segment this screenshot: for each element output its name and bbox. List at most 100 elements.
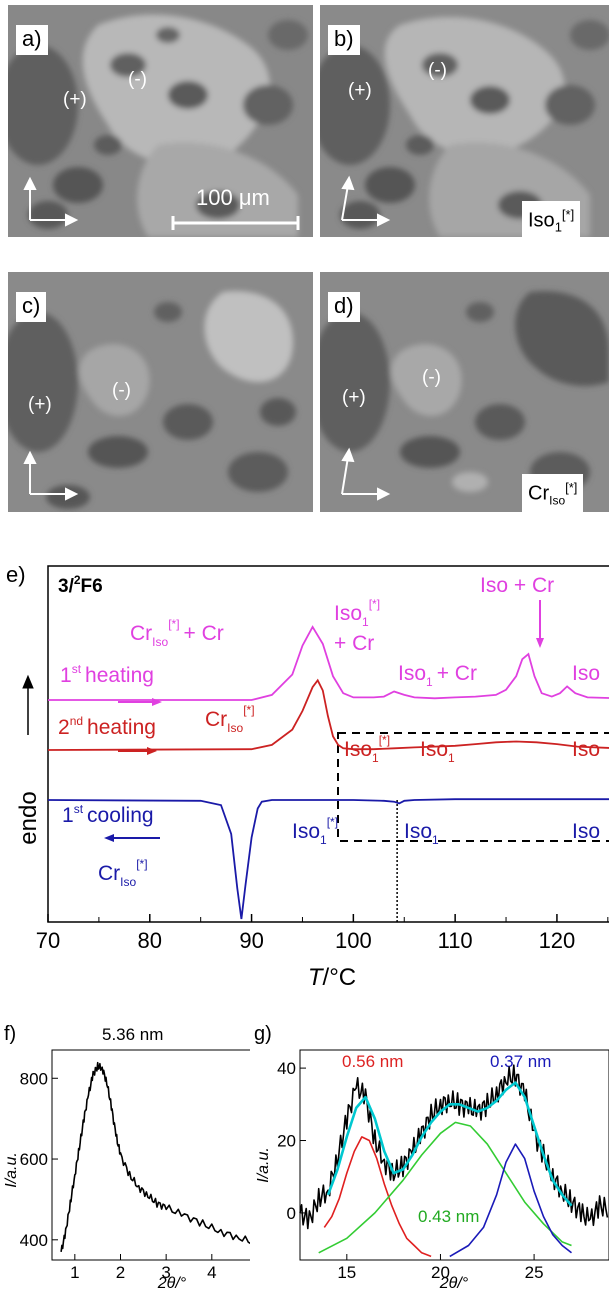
peak-line-5	[449, 1143, 572, 1258]
y-tick-label: 800	[20, 1069, 48, 1088]
x-tick-label: 90	[239, 928, 263, 953]
negative-domain-label: (-)	[128, 69, 147, 90]
iso-cr-pointer-icon	[536, 600, 544, 648]
y-tick-label: 600	[20, 1150, 48, 1169]
plot-frame	[299, 1049, 609, 1261]
heat2-phase-end: Iso	[572, 738, 600, 761]
phase-label-d: CrIso[*]	[522, 474, 584, 512]
heat1-label: 1st heating	[60, 662, 154, 687]
cooling-arrow-icon	[104, 834, 160, 842]
fit-line-2	[326, 1081, 573, 1207]
saxs-chart: f) 5.36 nm 12345400600800 2θ/° I/a.u.	[3, 1023, 250, 1290]
polarizer-arrows-icon	[341, 175, 391, 227]
x-tick-label: 80	[138, 928, 162, 953]
y-tick-label: 20	[277, 1132, 296, 1151]
panel-label-f: f)	[4, 1023, 16, 1045]
micrograph-d: d) (+) (-) CrIso[*]	[320, 272, 609, 512]
heat2-phase-low: CrIso[*]	[205, 703, 255, 735]
micrograph-c-image	[8, 272, 313, 512]
x-tick-label: 4	[207, 1263, 216, 1282]
negative-domain-label: (-)	[428, 60, 447, 81]
series-line-2	[47, 678, 609, 751]
x-axis: 70 80 90 100 110 120	[36, 914, 609, 953]
peak-label: 5.36 nm	[102, 1025, 163, 1044]
positive-domain-label: (+)	[28, 394, 52, 415]
x-tick-label: 110	[438, 928, 473, 953]
x-tick-label: 100	[335, 928, 372, 953]
plot-frame	[51, 1049, 250, 1261]
x-tick-label: 3	[161, 1263, 170, 1282]
polarizer-arrows-icon	[341, 447, 391, 501]
heat2-label: 2nd heating	[58, 714, 156, 739]
micrograph-b: b) (+) (-) Iso1[*]	[320, 5, 609, 237]
heat1-arrow-icon	[118, 698, 162, 706]
scale-bar-label: 100 μm	[196, 185, 270, 210]
panel-label-g: g)	[254, 1023, 272, 1045]
heat1-phase-low: CrIso[*] + Cr	[130, 617, 224, 649]
peak-line-3	[323, 1136, 432, 1258]
panel-label-e: e)	[6, 562, 26, 587]
micrograph-d-image	[320, 272, 609, 512]
panel-label-b: b)	[328, 25, 360, 55]
panel-label-a: a)	[16, 25, 48, 55]
y-axis-label: endo	[15, 791, 42, 844]
heat2-arrow-icon	[118, 747, 157, 755]
cool-phase-low: CrIso[*]	[98, 857, 148, 889]
zoom-box	[337, 732, 609, 842]
negative-domain-label: (-)	[422, 367, 441, 388]
x-axis-label: 2θ/°	[157, 1275, 187, 1290]
negative-domain-label: (-)	[112, 380, 131, 401]
positive-domain-label: (+)	[342, 387, 366, 408]
x-tick-label: 1	[70, 1263, 79, 1282]
micrograph-a-image	[8, 5, 313, 237]
cool-phase-high: Iso1	[404, 820, 439, 847]
panel-label-c: c)	[16, 292, 47, 322]
y-tick-label: 0	[287, 1204, 296, 1223]
scale-bar	[171, 216, 300, 230]
heat1-phase-mid-line2: + Cr	[334, 632, 374, 655]
peak-line-4	[318, 1121, 572, 1254]
polarizer-arrows-icon	[23, 176, 300, 230]
positive-domain-label: (+)	[348, 80, 372, 101]
micrograph-c: c) (+) (-)	[8, 272, 313, 512]
series-line-1	[60, 1061, 250, 1252]
waxs-chart: g) 0.56 nm 0.37 nm 0.43 nm 15 20 25 0 20 40 2…	[254, 1023, 609, 1290]
heat1-phase-end: Iso	[572, 662, 600, 685]
y-tick-label: 400	[20, 1231, 48, 1250]
x-tick-label: 120	[539, 928, 576, 953]
phase-label-b: Iso1[*]	[522, 201, 581, 237]
polarizer-arrows-icon	[23, 450, 79, 501]
panel-label-d: d)	[328, 292, 360, 322]
data-line-1	[299, 1064, 609, 1230]
plot-frame	[47, 565, 609, 923]
cool-phase-end: Iso	[572, 820, 600, 843]
x-tick-label: 70	[36, 928, 60, 953]
peak-label-blue: 0.37 nm	[490, 1052, 551, 1071]
positive-domain-label: (+)	[63, 89, 87, 110]
chart-title: 3/2F6	[58, 573, 103, 597]
peak-label-green: 0.43 nm	[418, 1207, 479, 1226]
x-axis-label: 2θ/°	[439, 1275, 469, 1290]
series-line-3	[47, 798, 609, 920]
cool-label: 1st cooling	[62, 802, 154, 827]
peak-label-red: 0.56 nm	[342, 1052, 403, 1071]
micrograph-b-image	[320, 5, 609, 237]
x-tick-label: 25	[525, 1263, 544, 1282]
dsc-chart: e) 70 80 90 100 110 120 3/2F6 T/°C endo CrIso…	[6, 562, 609, 991]
heat2-phase-high: Iso1	[420, 738, 455, 765]
x-axis-label: T/°C	[308, 964, 356, 991]
x-tick-label: 2	[116, 1263, 125, 1282]
y-tick-label: 40	[277, 1059, 296, 1078]
micrograph-a: a) (+) (-) 100 μm	[8, 5, 313, 237]
heat1-phase-top: Iso + Cr	[480, 574, 554, 597]
x-tick-label: 20	[431, 1263, 450, 1282]
cool-phase-mid: Iso1[*]	[292, 815, 338, 847]
y-axis-label: I/a.u.	[255, 1147, 272, 1183]
y-axis-label: I/a.u.	[3, 1152, 20, 1188]
heat1-phase-mid: Iso1[*]	[334, 597, 380, 629]
heat2-phase-mid: Iso1[*]	[344, 733, 390, 765]
endo-arrow-icon	[22, 674, 34, 735]
heat1-phase-high: Iso1 + Cr	[398, 662, 477, 689]
x-tick-label: 15	[337, 1263, 356, 1282]
series-line-1	[48, 625, 609, 701]
